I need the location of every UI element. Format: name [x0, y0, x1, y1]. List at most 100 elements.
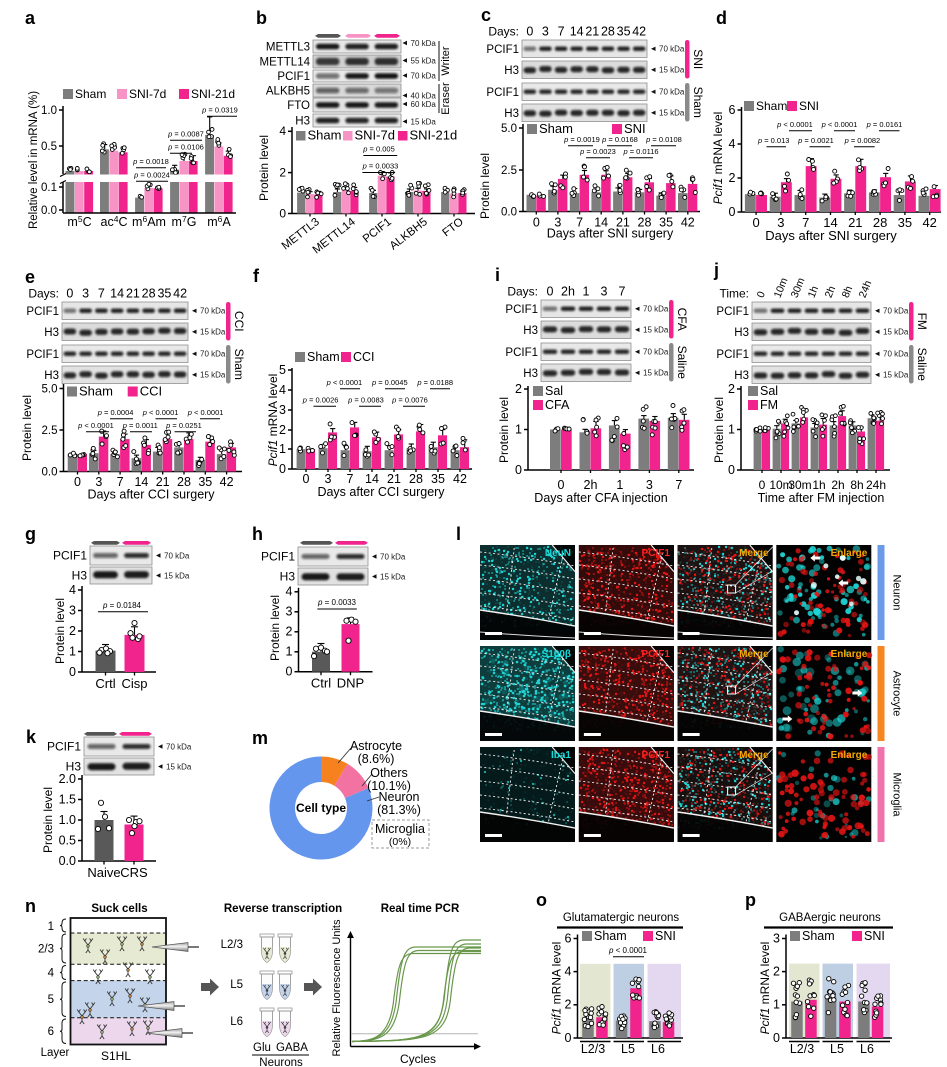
svg-text:42: 42: [453, 472, 467, 486]
svg-text:p = 0.0184: p = 0.0184: [102, 601, 142, 610]
svg-text:Protein level: Protein level: [497, 397, 511, 463]
svg-text:42: 42: [632, 25, 646, 39]
svg-text:0: 0: [279, 462, 286, 476]
svg-text:Enlarge: Enlarge: [831, 649, 868, 660]
svg-text:4: 4: [279, 383, 286, 397]
svg-text:f: f: [253, 266, 260, 286]
svg-text:p = 0.0116: p = 0.0116: [622, 147, 658, 156]
svg-text:3: 3: [95, 475, 102, 489]
svg-text:FTO: FTO: [440, 216, 465, 240]
svg-text:Protein level: Protein level: [41, 787, 55, 853]
svg-text:Glu: Glu: [253, 1042, 271, 1054]
svg-text:Days:: Days:: [488, 25, 519, 39]
svg-text:Pcif1 mRNA level: Pcif1 mRNA level: [550, 942, 564, 1035]
svg-text:70 kDa: 70 kDa: [643, 348, 669, 357]
svg-text:42: 42: [173, 287, 187, 301]
svg-text:0: 0: [729, 205, 736, 219]
svg-text:p = 0.0083: p = 0.0083: [347, 396, 384, 405]
svg-text:7: 7: [675, 478, 682, 492]
svg-text:28: 28: [873, 215, 887, 230]
svg-text:H3: H3: [72, 569, 88, 583]
svg-text:4: 4: [279, 124, 286, 138]
svg-text:PCIF1: PCIF1: [642, 649, 671, 660]
svg-text:GABA: GABA: [276, 1042, 308, 1054]
svg-text:Eraser: Eraser: [440, 82, 452, 115]
svg-text:Sham: Sham: [75, 87, 106, 101]
svg-text:0: 0: [755, 290, 768, 300]
svg-text:1: 1: [515, 422, 522, 436]
svg-text:j: j: [713, 260, 719, 280]
svg-text:15 kDa: 15 kDa: [164, 571, 190, 580]
svg-text:15 kDa: 15 kDa: [380, 572, 406, 581]
svg-text:4: 4: [48, 968, 55, 980]
svg-text:2: 2: [69, 624, 76, 638]
svg-text:(8.6%): (8.6%): [358, 752, 395, 766]
svg-text:S1HL: S1HL: [101, 1049, 131, 1063]
svg-text:35: 35: [659, 216, 673, 230]
svg-text:Sham: Sham: [594, 929, 627, 943]
svg-text:L5: L5: [230, 979, 243, 991]
svg-text:3: 3: [542, 25, 549, 39]
svg-text:p: p: [745, 890, 756, 910]
svg-text:CRS: CRS: [120, 865, 148, 880]
svg-text:L5: L5: [621, 1042, 635, 1056]
svg-text:0: 0: [773, 1031, 780, 1045]
svg-text:2: 2: [286, 625, 293, 639]
svg-text:SNI: SNI: [864, 929, 885, 943]
svg-text:14: 14: [823, 215, 837, 230]
svg-text:1: 1: [773, 998, 780, 1012]
svg-text:Cell type: Cell type: [296, 801, 346, 815]
svg-text:0: 0: [547, 285, 554, 299]
svg-text:Protein level: Protein level: [53, 598, 67, 664]
svg-text:15 kDa: 15 kDa: [411, 117, 437, 126]
svg-text:1: 1: [279, 442, 286, 456]
svg-text:p = 0.0026: p = 0.0026: [302, 396, 339, 405]
svg-text:Neuron: Neuron: [379, 790, 420, 804]
svg-text:Pcif1 mRNA level: Pcif1 mRNA level: [758, 942, 772, 1035]
svg-text:21: 21: [585, 25, 599, 39]
svg-text:1h: 1h: [812, 478, 825, 492]
svg-text:1.5: 1.5: [59, 792, 76, 806]
svg-text:2: 2: [279, 423, 286, 437]
svg-text:Astrocyte: Astrocyte: [350, 739, 402, 753]
svg-text:H3: H3: [523, 325, 538, 337]
svg-text:Neurons: Neurons: [259, 1057, 303, 1067]
svg-text:Protein level: Protein level: [712, 397, 726, 463]
svg-text:GABAergic neurons: GABAergic neurons: [779, 912, 881, 924]
svg-text:30m: 30m: [788, 478, 811, 492]
svg-text:p < 0.0001: p < 0.0001: [821, 120, 858, 129]
svg-text:5: 5: [279, 363, 286, 377]
svg-text:PCIF1: PCIF1: [47, 740, 81, 754]
svg-text:CCI: CCI: [140, 383, 162, 398]
svg-text:p = 0.0033: p = 0.0033: [317, 598, 357, 607]
svg-text:c: c: [481, 5, 491, 25]
svg-text:b: b: [256, 8, 267, 28]
svg-text:METTL3: METTL3: [266, 42, 310, 54]
svg-text:CCI: CCI: [353, 350, 375, 364]
svg-text:SNI: SNI: [799, 99, 819, 113]
svg-text:Microglia: Microglia: [891, 772, 903, 817]
svg-text:p = 0.0021: p = 0.0021: [797, 136, 834, 145]
svg-text:6: 6: [48, 1026, 54, 1038]
svg-text:ALKBH5: ALKBH5: [388, 216, 430, 253]
svg-text:7: 7: [558, 25, 565, 39]
svg-text:3: 3: [82, 287, 89, 301]
svg-text:L6: L6: [651, 1042, 665, 1056]
svg-text:m7G: m7G: [172, 214, 197, 229]
svg-text:PCIF1: PCIF1: [642, 548, 671, 559]
svg-text:p = 0.0019: p = 0.0019: [563, 135, 600, 144]
svg-text:10m: 10m: [772, 276, 791, 300]
svg-text:70 kDa: 70 kDa: [883, 350, 909, 359]
svg-text:4: 4: [69, 583, 76, 597]
svg-text:Saline: Saline: [675, 346, 689, 380]
svg-text:Sal: Sal: [760, 384, 778, 398]
svg-text:p = 0.0018: p = 0.0018: [132, 157, 169, 166]
svg-text:FM: FM: [760, 398, 778, 412]
svg-text:4: 4: [565, 964, 572, 978]
svg-text:1h: 1h: [806, 284, 822, 299]
svg-text:p < 0.0001: p < 0.0001: [608, 946, 648, 955]
svg-text:Time after FM injection: Time after FM injection: [758, 491, 885, 505]
svg-text:0.0: 0.0: [501, 206, 517, 218]
svg-text:Glutamatergic neurons: Glutamatergic neurons: [563, 912, 680, 924]
svg-text:Cisp: Cisp: [121, 676, 147, 691]
